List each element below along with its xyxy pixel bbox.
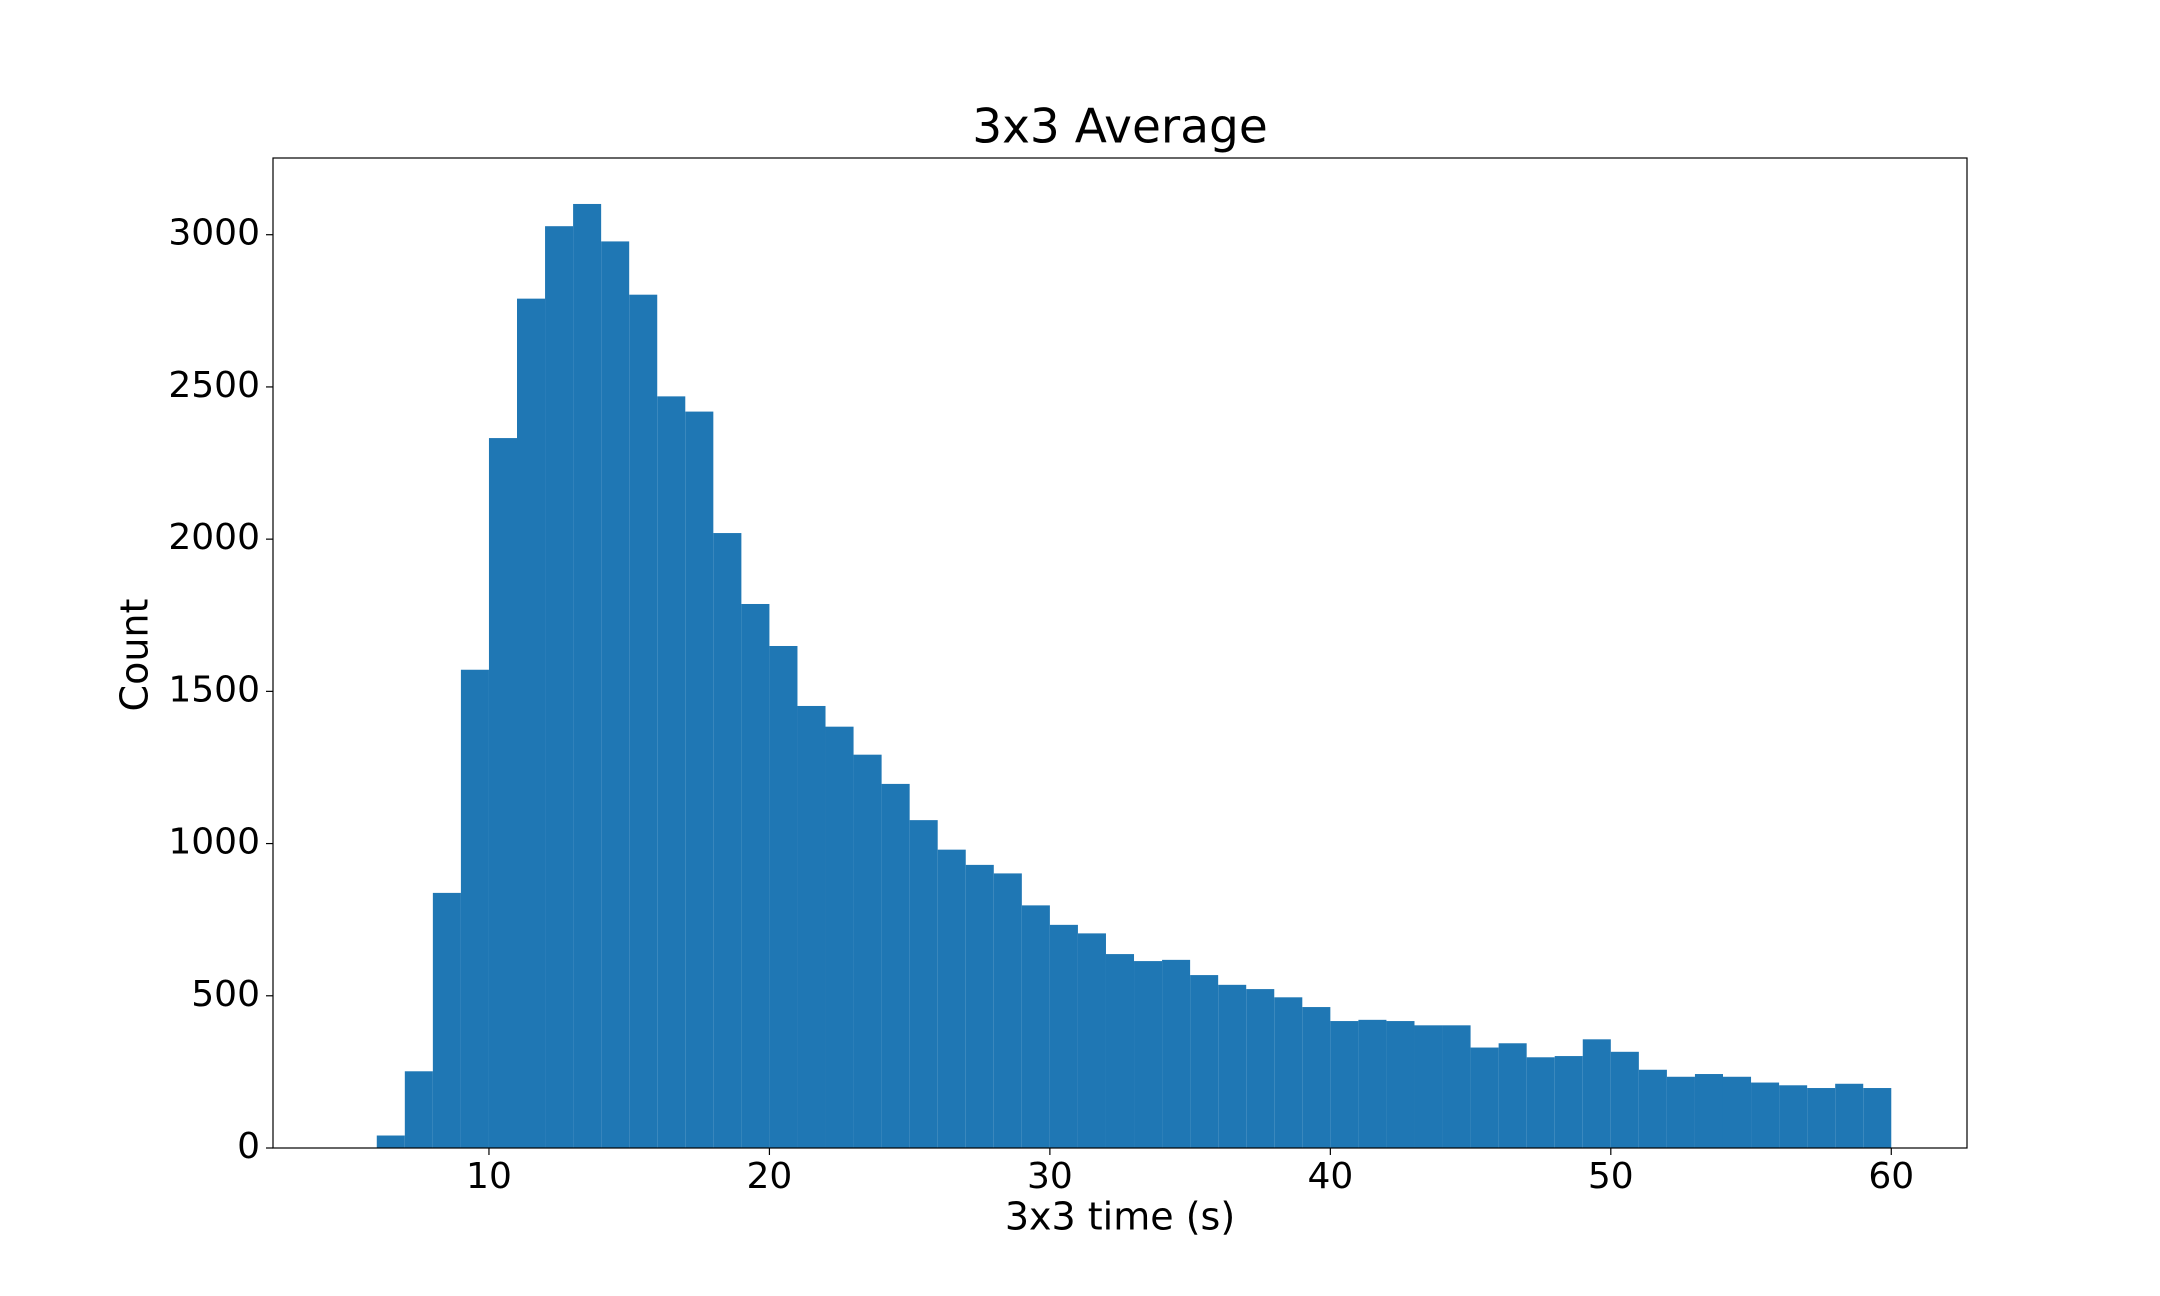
bar	[1134, 961, 1163, 1148]
bar	[545, 226, 574, 1148]
bar	[1470, 1047, 1499, 1148]
bar	[965, 864, 994, 1148]
bar	[1049, 924, 1078, 1148]
bar	[376, 1135, 405, 1148]
bar	[1021, 905, 1050, 1148]
bar	[1442, 1025, 1471, 1148]
x-tick-label: 20	[747, 1156, 793, 1197]
bar	[713, 533, 742, 1148]
bar	[1246, 989, 1275, 1148]
bar	[573, 203, 602, 1148]
bar	[460, 669, 489, 1148]
bar	[1218, 984, 1247, 1148]
bar	[1582, 1039, 1611, 1148]
bar	[1498, 1043, 1527, 1148]
bar	[1386, 1021, 1415, 1148]
bar	[1358, 1019, 1387, 1148]
bar	[657, 396, 686, 1148]
bar	[601, 241, 630, 1149]
bar	[1835, 1083, 1864, 1148]
x-axis-label: 3x3 time (s)	[1005, 1195, 1235, 1239]
y-tick-label: 2500	[168, 365, 260, 406]
bar	[404, 1071, 433, 1148]
bar	[937, 849, 966, 1148]
bar	[517, 298, 546, 1148]
y-tick-label: 2000	[168, 517, 260, 558]
bar	[1526, 1057, 1555, 1148]
bar	[1554, 1056, 1583, 1148]
bar	[1610, 1051, 1639, 1148]
x-tick-label: 10	[466, 1156, 512, 1197]
y-tick-label: 1500	[168, 669, 260, 710]
bar	[432, 892, 461, 1148]
plot-frame	[272, 157, 1968, 1149]
bar	[1330, 1021, 1359, 1148]
y-axis-label: Count	[113, 599, 157, 712]
bar	[1694, 1074, 1723, 1148]
bar	[1190, 975, 1219, 1148]
bar	[993, 873, 1022, 1148]
y-tick-label: 1000	[168, 822, 260, 863]
y-tick-label: 500	[191, 974, 260, 1015]
bar	[1414, 1025, 1443, 1148]
bar	[685, 411, 714, 1148]
bar	[797, 705, 826, 1148]
bar	[1077, 933, 1106, 1148]
y-tick-label: 0	[237, 1126, 260, 1167]
bar	[741, 603, 770, 1148]
bar	[1274, 997, 1303, 1148]
bar	[629, 294, 658, 1148]
x-tick-label: 30	[1027, 1156, 1073, 1197]
bar	[1807, 1088, 1836, 1148]
bar	[1751, 1082, 1780, 1148]
bar	[1779, 1085, 1808, 1148]
bar	[1105, 954, 1135, 1148]
bar	[1666, 1076, 1695, 1148]
x-tick-label: 40	[1307, 1156, 1353, 1197]
bar	[881, 783, 910, 1148]
x-tick-label: 60	[1868, 1156, 1914, 1197]
bar	[1863, 1088, 1892, 1148]
bar	[769, 645, 798, 1148]
bar	[1162, 959, 1191, 1148]
y-tick-label: 3000	[168, 213, 260, 254]
bar	[1302, 1007, 1331, 1148]
bar	[909, 820, 938, 1148]
bar	[853, 754, 882, 1148]
bar	[1638, 1069, 1667, 1148]
chart-title: 3x3 Average	[972, 100, 1268, 155]
bar	[488, 438, 518, 1148]
x-tick-label: 50	[1588, 1156, 1634, 1197]
bar	[825, 726, 854, 1148]
bar	[1722, 1076, 1752, 1148]
